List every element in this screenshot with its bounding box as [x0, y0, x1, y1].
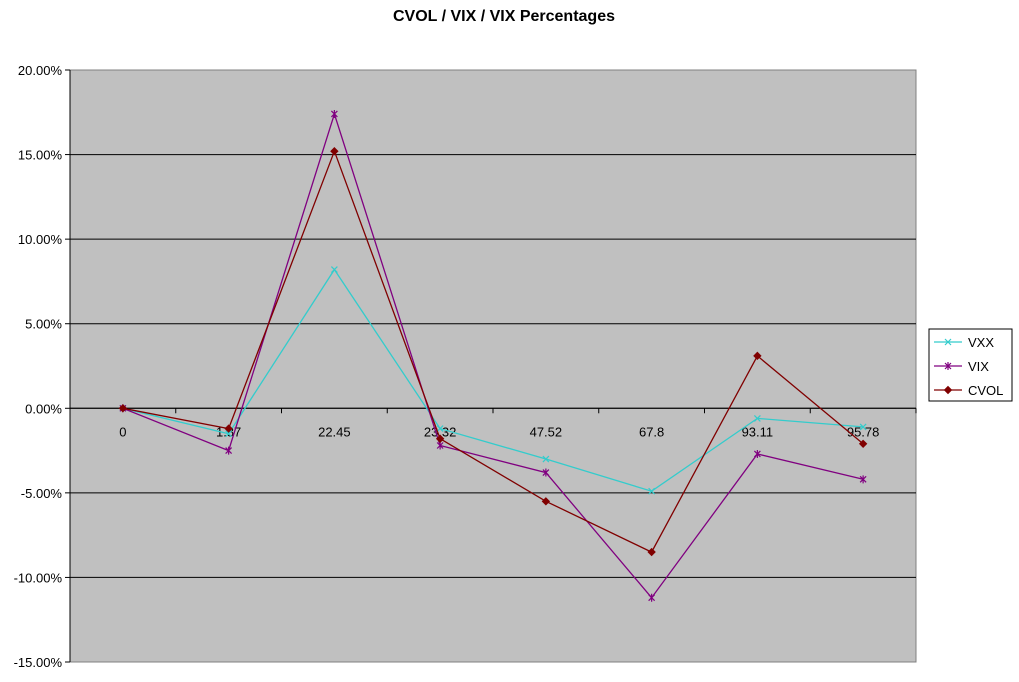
data-point-vxx [859, 423, 867, 431]
y-tick-label: 20.00% [18, 63, 63, 78]
legend-marker [943, 385, 953, 395]
legend-marker [944, 362, 952, 370]
y-tick-label: 10.00% [18, 232, 63, 247]
series-lines [118, 109, 868, 602]
series-line-vix [122, 111, 864, 599]
y-tick-label: -5.00% [21, 486, 63, 501]
data-point-vxx [648, 487, 656, 495]
data-point-cvol [858, 439, 868, 449]
series-line-vxx [122, 268, 864, 492]
data-point-vix [330, 109, 338, 118]
y-tick-label: 15.00% [18, 148, 63, 163]
y-tick-label: -15.00% [14, 655, 63, 670]
legend-entry-vxx: VXX [934, 335, 994, 350]
chart-title: CVOL / VIX / VIX Percentages [393, 8, 615, 25]
x-tick-label: 93.11 [742, 424, 774, 439]
data-point-cvol [753, 351, 762, 361]
data-point-cvol [224, 424, 233, 433]
data-point-vxx [436, 425, 444, 433]
legend-box [928, 328, 1013, 402]
x-tick-label: 22.45 [318, 424, 351, 439]
legend-entry-vix: VIX [934, 359, 989, 374]
legend-label: CVOL [968, 383, 1003, 398]
plot-area [69, 69, 917, 663]
data-point-cvol [118, 404, 128, 413]
data-point-vix [542, 468, 550, 477]
legend: VXX VIX CVOL [928, 328, 1013, 402]
x-tick-label: 0 [119, 424, 126, 439]
data-point-cvol [647, 547, 656, 557]
legend-marker [944, 338, 952, 346]
x-tick-label: 47.52 [530, 424, 563, 439]
data-point-vxx [225, 430, 233, 438]
series-line-cvol [122, 149, 864, 553]
data-point-vxx [753, 415, 761, 422]
legend-label: VXX [968, 335, 994, 350]
data-point-vix [648, 593, 656, 602]
data-point-vix [753, 449, 761, 458]
data-point-cvol [541, 497, 551, 506]
x-tick-label: 23.32 [424, 424, 457, 439]
data-point-vix [225, 446, 233, 455]
data-point-cvol [330, 146, 339, 156]
y-tick-label: 5.00% [25, 317, 62, 332]
data-point-vix [859, 475, 867, 484]
x-tick-label: 67.8 [639, 424, 664, 439]
y-tick-label: -10.00% [14, 570, 63, 585]
x-tick-label: 95.78 [847, 424, 880, 439]
data-point-cvol [435, 434, 445, 443]
y-tick-label: 0.00% [25, 401, 62, 416]
data-point-vxx [330, 266, 338, 274]
legend-label: VIX [968, 359, 989, 374]
data-point-vxx [542, 455, 550, 463]
legend-entry-cvol: CVOL [934, 383, 1003, 398]
